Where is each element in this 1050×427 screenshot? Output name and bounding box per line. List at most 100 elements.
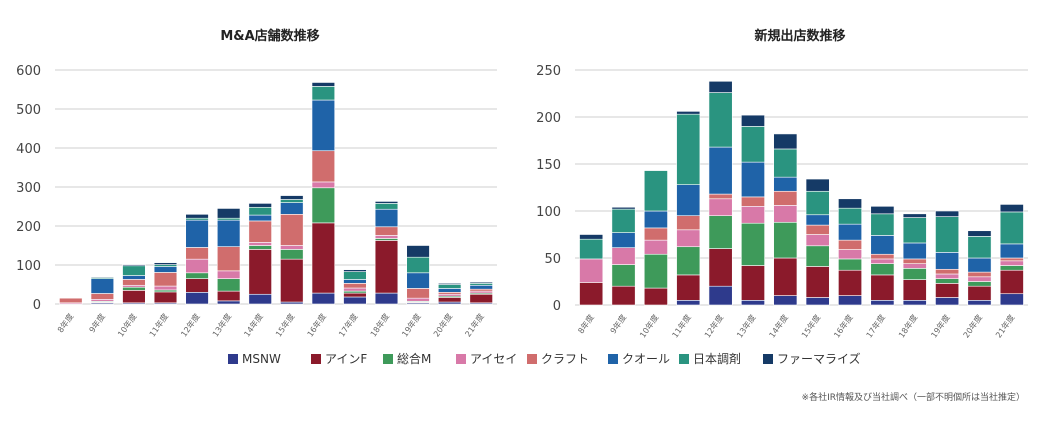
bar-segment-series-4 <box>741 196 765 207</box>
legend-label: アインF <box>325 352 367 366</box>
bar-segment-series-3 <box>967 276 992 282</box>
legend-swatch-series-2 <box>383 354 393 364</box>
bar-segment-series-7 <box>741 114 765 127</box>
bar-segment-series-0 <box>902 299 927 306</box>
bar-segment-series-1 <box>216 290 241 302</box>
bar-segment-series-4 <box>935 268 960 275</box>
bar-segment-series-1 <box>311 222 336 294</box>
bars-new <box>579 80 1024 306</box>
x-ticks-new: 8年度 9年度 10年度 11年度 12年度 13年度 14年度 15年度 16年度 17年度 18… <box>576 312 1017 339</box>
x-tick-label: 18年度 <box>368 311 391 338</box>
legend-swatch-series-3 <box>456 354 466 364</box>
bar-segment-series-3 <box>216 270 241 279</box>
bar-segment-series-7 <box>248 203 272 208</box>
bar-segment-series-3 <box>406 297 430 302</box>
bar-segment-series-1 <box>153 291 178 304</box>
legend: MSNW アインF 総合M アイセイ クラフト クオール 日本調剤 ファーマライズ <box>228 351 861 366</box>
bar-segment-series-0 <box>805 297 830 306</box>
x-tick-label: 16年度 <box>305 311 328 338</box>
bar-segment-series-7 <box>122 264 146 267</box>
bar-segment-series-1 <box>708 248 733 287</box>
bar-segment-series-0 <box>676 299 701 306</box>
bar-segment-series-4 <box>122 279 146 286</box>
bar-segment-series-5 <box>437 288 462 293</box>
bar-segment-series-2 <box>805 245 830 267</box>
legend-label: ファーマライズ <box>777 351 861 366</box>
bar-segment-series-3 <box>676 229 701 248</box>
bar-segment-series-7 <box>153 262 178 265</box>
chart-title-new: 新規出店数推移 <box>754 28 845 44</box>
grid-ma <box>55 69 497 305</box>
x-tick-label: 20年度 <box>961 312 984 339</box>
bar-segment-series-2 <box>967 281 992 287</box>
bar-segment-series-3 <box>579 258 604 283</box>
bar-segment-series-2 <box>708 215 733 249</box>
bar-segment-series-5 <box>248 214 272 222</box>
bar-segment-series-2 <box>185 272 209 279</box>
x-tick-label: 15年度 <box>799 312 822 339</box>
bar-segment-series-0 <box>838 295 862 306</box>
y-tick-label: 200 <box>16 220 41 235</box>
bar-segment-series-7 <box>838 198 862 209</box>
y-tick-label: 200 <box>536 111 561 126</box>
bar-segment-series-1 <box>838 269 862 296</box>
bar-segment-series-3 <box>311 181 336 189</box>
x-tick-label: 9年度 <box>608 312 628 335</box>
bar-segment-series-7 <box>311 82 336 87</box>
bar-segment-series-5 <box>741 161 765 198</box>
bar-segment-series-7 <box>90 276 115 278</box>
bar-segment-series-5 <box>773 176 798 192</box>
bar-segment-series-1 <box>374 240 399 294</box>
x-tick-label: 21年度 <box>993 312 1016 339</box>
bar-segment-series-4 <box>280 214 304 246</box>
legend-label: アイセイ <box>470 352 517 366</box>
bar-segment-series-7 <box>676 111 701 115</box>
bar-segment-series-1 <box>185 278 209 293</box>
bar-segment-series-7 <box>469 281 493 284</box>
bar-segment-series-1 <box>741 265 765 301</box>
bar-segment-series-3 <box>343 287 367 292</box>
bar-segment-series-3 <box>805 234 830 247</box>
bar-segment-series-7 <box>935 210 960 217</box>
bar-segment-series-1 <box>902 279 927 301</box>
bar-segment-series-3 <box>708 198 733 216</box>
legend-label: 総合M <box>397 351 431 366</box>
bar-segment-series-5 <box>708 146 733 195</box>
bar-segment-series-3 <box>773 205 798 223</box>
bar-segment-series-6 <box>902 217 927 244</box>
bar-segment-series-4 <box>838 239 862 250</box>
bar-segment-series-4 <box>185 247 209 260</box>
bar-segment-series-5 <box>676 184 701 216</box>
legend-swatch-series-0 <box>228 354 238 364</box>
bar-segment-series-5 <box>999 243 1024 259</box>
x-tick-label: 20年度 <box>431 311 454 338</box>
bar-segment-series-6 <box>343 271 367 280</box>
x-tick-label: 14年度 <box>242 311 265 338</box>
bar-segment-series-2 <box>741 222 765 266</box>
bar-segment-series-1 <box>280 258 304 303</box>
bar-segment-series-3 <box>374 235 399 239</box>
bar-segment-series-2 <box>935 278 960 284</box>
bar-segment-series-7 <box>773 133 798 150</box>
bar-segment-series-0 <box>343 296 367 305</box>
bar-segment-series-6 <box>870 213 895 236</box>
bar-segment-series-0 <box>708 285 733 306</box>
x-tick-label: 10年度 <box>115 311 138 338</box>
bar-segment-series-2 <box>216 278 241 292</box>
bar-segment-series-4 <box>90 293 115 300</box>
bar-segment-series-0 <box>311 292 336 305</box>
bar-segment-series-7 <box>374 201 399 204</box>
bar-segment-series-7 <box>437 283 462 285</box>
bar-segment-series-2 <box>999 265 1024 271</box>
x-tick-label: 13年度 <box>210 311 233 338</box>
bar-segment-series-5 <box>311 99 336 152</box>
bar-segment-series-4 <box>870 253 895 260</box>
bar-segment-series-0 <box>741 299 765 306</box>
bar-segment-series-6 <box>935 216 960 253</box>
bar-segment-series-5 <box>90 278 115 294</box>
bar-segment-series-0 <box>935 297 960 306</box>
bar-segment-series-6 <box>611 208 636 233</box>
bar-segment-series-6 <box>708 92 733 148</box>
bar-segment-series-3 <box>248 242 272 246</box>
